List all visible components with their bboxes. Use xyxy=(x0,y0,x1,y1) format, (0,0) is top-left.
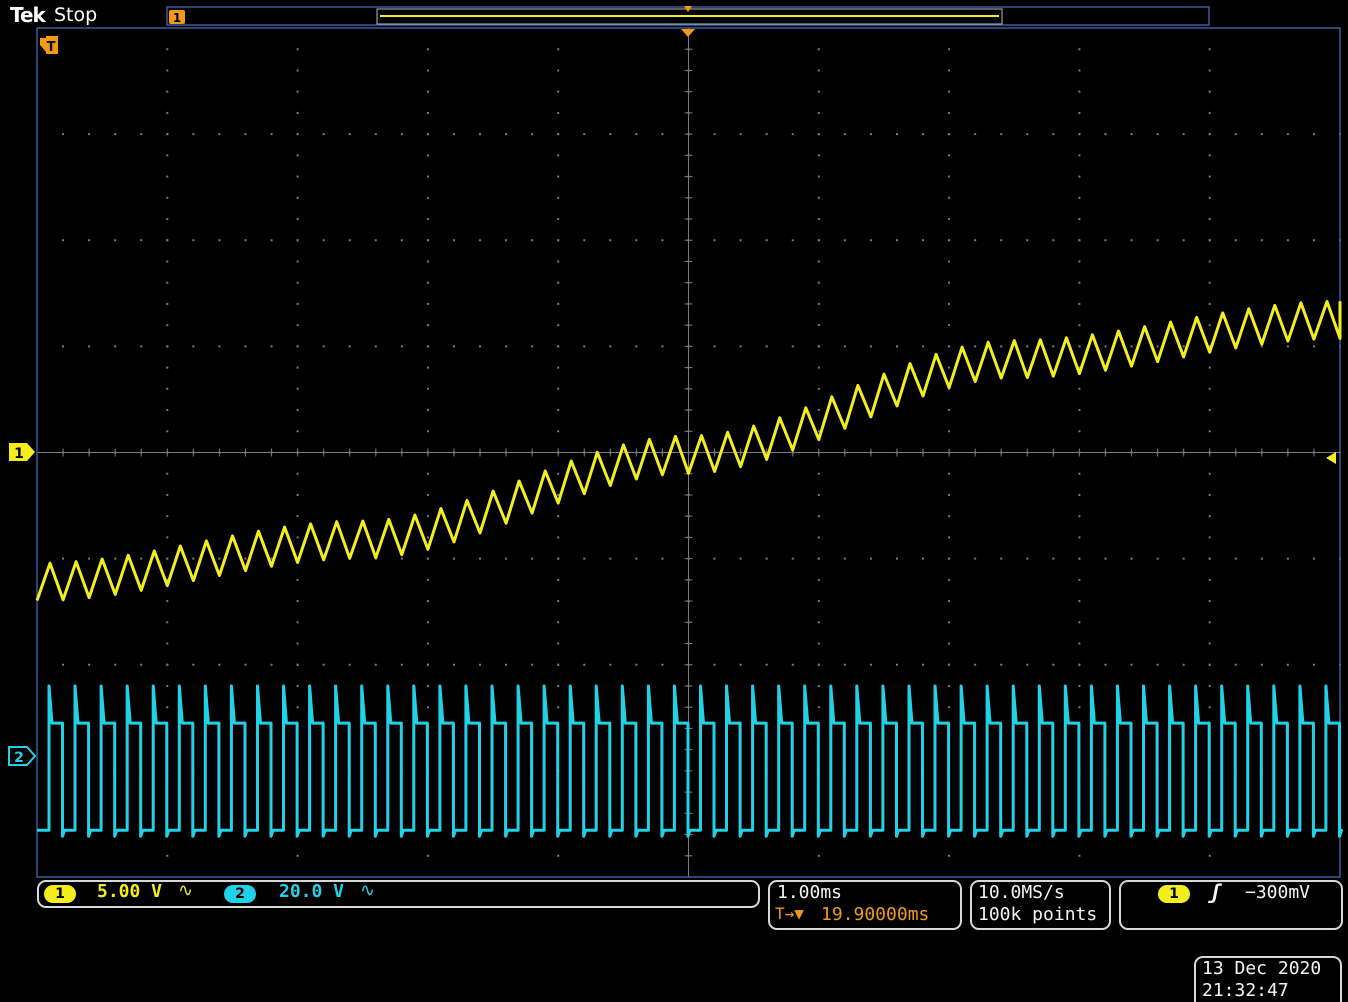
time-readout: 21:32:47 xyxy=(1202,980,1289,1001)
acquisition-state[interactable]: Stop xyxy=(54,4,98,26)
sample-rate[interactable]: 10.0MS/s xyxy=(978,882,1065,903)
ch1-waveform xyxy=(35,300,1342,602)
ch1-coupling-icon: ∿ xyxy=(178,880,194,901)
ch2-ground-label: 2 xyxy=(14,750,24,766)
datetime-box xyxy=(1194,956,1342,1002)
trigger-slope-icon[interactable]: ʃ xyxy=(1209,880,1222,904)
ch1-ground-label: 1 xyxy=(14,446,24,462)
ch1-ground-marker[interactable]: 1 xyxy=(9,443,35,462)
trigger-source-badge[interactable]: 1 xyxy=(1158,885,1190,903)
trigger-level[interactable]: −300mV xyxy=(1245,882,1311,903)
ch2-waveform xyxy=(37,684,1343,838)
ch1-scale[interactable]: 5.00 V xyxy=(97,881,163,902)
trigger-delay-prefix: T→▼ xyxy=(775,904,804,923)
graticule xyxy=(36,27,1341,877)
trigger-position-icon[interactable] xyxy=(681,29,695,37)
time-per-division[interactable]: 1.00ms xyxy=(777,882,843,903)
svg-text:1: 1 xyxy=(173,11,181,25)
channel-readout-box[interactable] xyxy=(37,880,760,908)
trigger-marker-icon xyxy=(169,10,185,24)
tek-logo: Tek xyxy=(10,3,46,27)
trigger-readout-box[interactable] xyxy=(1119,880,1343,930)
ch2-badge[interactable]: 2 xyxy=(224,885,256,903)
trigger-time-marker-label: T xyxy=(47,40,56,55)
ch2-coupling-icon: ∿ xyxy=(360,880,376,901)
ch2-ground-marker[interactable]: 2 xyxy=(8,746,37,766)
horizontal-readout-box[interactable] xyxy=(768,880,962,930)
trigger-level-icon[interactable] xyxy=(1326,452,1336,464)
ch2-scale[interactable]: 20.0 V xyxy=(279,881,345,902)
record-length[interactable]: 100k points xyxy=(978,904,1098,925)
ch1-badge[interactable]: 1 xyxy=(44,885,76,903)
display-frame xyxy=(36,27,1341,878)
trigger-delay[interactable]: 19.90000ms xyxy=(821,904,930,925)
record-overview-bar[interactable]: 1 xyxy=(166,6,1210,26)
trigger-time-marker[interactable]: T xyxy=(40,36,58,55)
acquisition-readout-box[interactable] xyxy=(970,880,1111,930)
date-readout: 13 Dec 2020 xyxy=(1202,958,1322,979)
